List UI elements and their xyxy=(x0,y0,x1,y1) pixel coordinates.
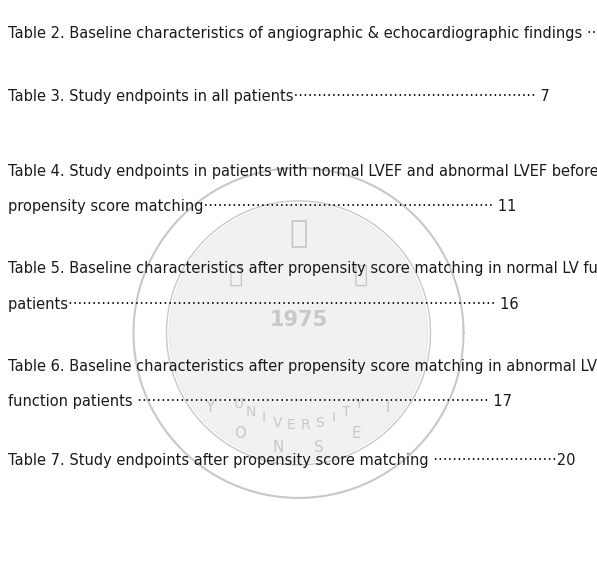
Text: 세: 세 xyxy=(229,263,243,287)
Text: 1975: 1975 xyxy=(269,310,328,329)
Text: T: T xyxy=(342,405,350,419)
Text: N: N xyxy=(245,405,256,419)
Text: S: S xyxy=(314,440,324,455)
Text: R: R xyxy=(301,418,310,432)
Text: I: I xyxy=(331,412,336,425)
Text: Table 3. Study endpoints in all patients········································: Table 3. Study endpoints in all patients… xyxy=(8,89,550,104)
Text: 대: 대 xyxy=(354,263,368,287)
Text: E: E xyxy=(352,426,361,441)
Text: I: I xyxy=(261,412,266,425)
Text: I: I xyxy=(385,400,390,415)
Text: propensity score matching·······················································: propensity score matching···············… xyxy=(8,199,516,214)
Text: E: E xyxy=(287,418,296,432)
Text: Table 4. Study endpoints in patients with normal LVEF and abnormal LVEF before: Table 4. Study endpoints in patients wit… xyxy=(8,164,597,179)
Text: Table 2. Baseline characteristics of angiographic & echocardiographic findings ·: Table 2. Baseline characteristics of ang… xyxy=(8,26,597,41)
Text: V: V xyxy=(272,416,282,430)
Text: Y: Y xyxy=(205,400,214,415)
Text: function patients ······························································: function patients ······················… xyxy=(8,394,512,409)
Text: S: S xyxy=(315,416,324,430)
Text: U: U xyxy=(234,397,244,411)
Text: O: O xyxy=(235,426,247,441)
Text: Y: Y xyxy=(353,397,362,411)
Text: patients········································································: patients································… xyxy=(8,297,519,312)
Circle shape xyxy=(169,204,428,462)
Text: N: N xyxy=(273,440,284,455)
Text: 연: 연 xyxy=(290,219,307,249)
Text: Table 7. Study endpoints after propensity score matching ·······················: Table 7. Study endpoints after propensit… xyxy=(8,453,576,468)
Text: Table 6. Baseline characteristics after propensity score matching in abnormal LV: Table 6. Baseline characteristics after … xyxy=(8,359,597,374)
Text: Table 5. Baseline characteristics after propensity score matching in normal LV f: Table 5. Baseline characteristics after … xyxy=(8,261,597,276)
